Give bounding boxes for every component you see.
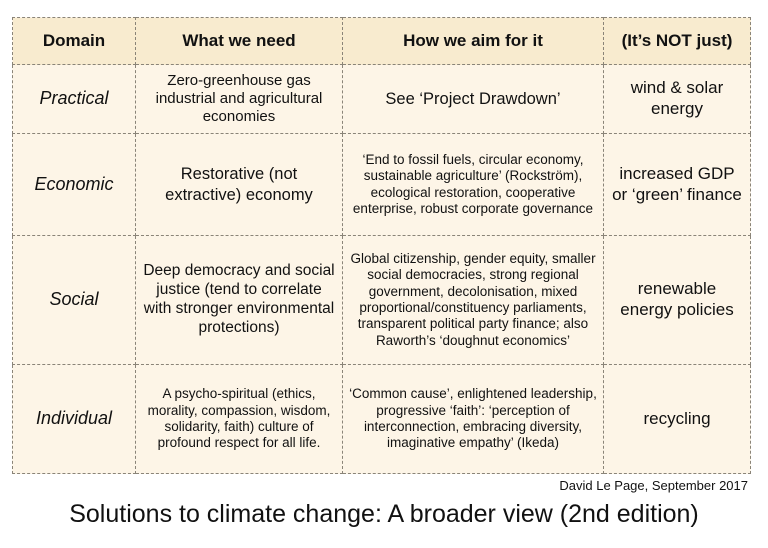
table-row-social: Social Deep democracy and social justice… (12, 235, 751, 365)
header-not-just: (It’s NOT just) (603, 17, 751, 65)
domain-cell: Individual (12, 364, 136, 474)
not-just-cell: wind & solar energy (603, 64, 751, 134)
table-row-practical: Practical Zero-greenhouse gas industrial… (12, 64, 751, 134)
header-what-we-need: What we need (135, 17, 343, 65)
header-domain: Domain (12, 17, 136, 65)
author-credit: David Le Page, September 2017 (559, 478, 748, 493)
aim-cell: See ‘Project Drawdown’ (342, 64, 604, 134)
not-just-cell: recycling (603, 364, 751, 474)
need-cell: Restorative (not extractive) economy (135, 133, 343, 236)
not-just-cell: increased GDP or ‘green’ finance (603, 133, 751, 236)
domain-cell: Practical (12, 64, 136, 134)
need-cell: A psycho-spiritual (ethics, morality, co… (135, 364, 343, 474)
need-cell: Deep democracy and social justice (tend … (135, 235, 343, 365)
aim-cell: ‘End to fossil fuels, circular economy, … (342, 133, 604, 236)
domain-cell: Social (12, 235, 136, 365)
domain-cell: Economic (12, 133, 136, 236)
page-title: Solutions to climate change: A broader v… (69, 500, 699, 528)
header-row: Domain What we need How we aim for it (I… (12, 17, 751, 65)
not-just-cell: renewable energy policies (603, 235, 751, 365)
table-row-individual: Individual A psycho-spiritual (ethics, m… (12, 364, 751, 474)
solutions-table: Domain What we need How we aim for it (I… (12, 17, 751, 474)
aim-cell: Global citizenship, gender equity, small… (342, 235, 604, 365)
table-row-economic: Economic Restorative (not extractive) ec… (12, 133, 751, 236)
header-how-we-aim: How we aim for it (342, 17, 604, 65)
need-cell: Zero-greenhouse gas industrial and agric… (135, 64, 343, 134)
aim-cell: ‘Common cause’, enlightened leadership, … (342, 364, 604, 474)
